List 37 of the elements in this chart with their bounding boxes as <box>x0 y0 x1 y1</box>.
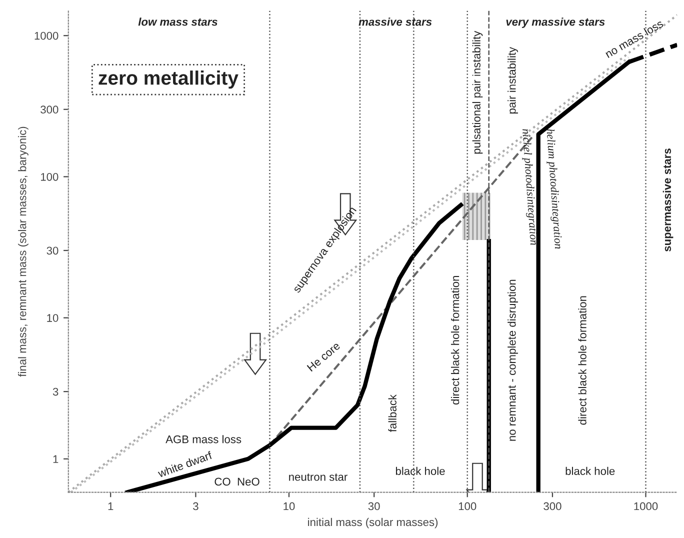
y-tick-label: 1000 <box>34 32 58 40</box>
annotation: AGB mass loss <box>166 435 242 444</box>
y-tick-label: 100 <box>40 172 58 181</box>
y-tick-label: 300 <box>40 106 58 114</box>
annotation: fallback <box>388 394 396 432</box>
annotation: very massive stars <box>506 18 605 28</box>
y-axis-title: final mass, remnant mass (solar masses, baryonic) <box>18 126 28 377</box>
annotation: nickel photodisintegration <box>520 128 538 246</box>
annotation: massive stars <box>358 18 432 26</box>
annotation: zero metallicity <box>98 70 238 89</box>
annotation: no mass loss <box>604 19 664 58</box>
annotation: low mass stars <box>138 18 218 26</box>
annotation: pulsational pair instability <box>472 30 483 154</box>
annotation: black hole <box>566 466 615 476</box>
annotation: direct black hole formation <box>451 276 460 404</box>
annotation: pair instability <box>508 46 518 114</box>
annotation: direct black hole formation <box>578 296 586 425</box>
y-tick-label: 30 <box>46 246 58 255</box>
annotation: black hole <box>396 466 445 476</box>
y-tick-label: 10 <box>47 314 58 322</box>
annotation: no remnant - complete disruption <box>508 280 518 441</box>
y-tick-label: 1 <box>53 455 58 463</box>
x-tick-label: 1000 <box>634 502 658 510</box>
x-tick-label: 3 <box>193 502 198 510</box>
x-tick-label: 100 <box>458 502 476 510</box>
annotation: white dwarf <box>157 450 213 478</box>
x-tick-label: 30 <box>368 502 380 510</box>
x-tick-label: 10 <box>284 502 295 510</box>
annotation: CO NeO <box>214 478 260 486</box>
x-axis-title: initial mass (solar masses) <box>308 518 438 528</box>
x-tick-label: 1 <box>108 502 114 510</box>
annotation: neutron star <box>289 474 348 481</box>
annotation: supermassive stars <box>662 148 674 252</box>
y-tick-label: 3 <box>52 388 58 396</box>
annotation: He core <box>306 342 341 372</box>
annotation: helium photodisintegration <box>544 128 563 249</box>
x-tick-label: 300 <box>544 502 562 510</box>
